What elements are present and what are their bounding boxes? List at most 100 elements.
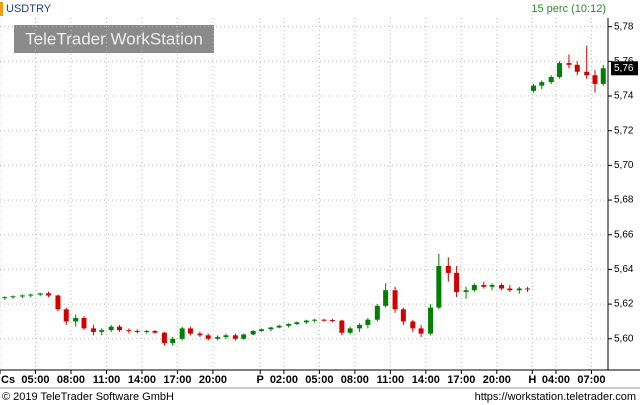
last-price-label: 5,76 [614,63,634,74]
candle-body [471,285,477,291]
candle-body [161,332,167,344]
candle-body [566,63,572,65]
candle-body [126,330,132,332]
candle-body [400,309,406,322]
x-tick-label: 20:00 [483,374,511,386]
candle-body [144,330,150,332]
candle-body [108,326,114,331]
x-tick-label: 14:00 [128,374,156,386]
y-tick-label: 5,74 [614,91,634,102]
x-tick-label: 05:00 [305,374,333,386]
candle-body [215,337,221,339]
candle-body [539,82,545,86]
x-tick-label: P [257,374,264,386]
series-marker [0,2,3,16]
candle-body [134,330,140,332]
candle-body [250,330,256,335]
candle-body [223,335,229,338]
candle-body [28,294,34,296]
y-tick-label: 5,70 [614,160,634,171]
x-tick-label: 02:00 [270,374,298,386]
candle-body [321,319,327,321]
candle-body [268,327,274,330]
candle-body [436,265,442,308]
candle-body [55,295,61,310]
x-tick-label: 17:00 [447,374,475,386]
candle-body [339,320,345,333]
candle-body [481,285,487,287]
candle-body [197,333,203,336]
candle-body [548,76,554,83]
candle-body [463,290,469,292]
candle-body [10,296,16,298]
candle-body [347,328,353,333]
y-tick-label: 5,60 [614,333,634,344]
candle-body [329,320,335,322]
update-info: 15 perc (10:12) [531,3,606,15]
copyright: © 2019 TeleTrader Software GmbH [2,391,174,403]
url: https://workstation.teletrader.com [475,391,636,403]
candle-body [45,293,51,296]
x-tick-label: 08:00 [57,374,85,386]
candle-body [241,334,247,339]
x-tick-label: 05:00 [21,374,49,386]
candle-body [81,317,87,329]
candle-body [557,63,563,77]
candle-body [584,71,590,76]
last-price-box [611,61,638,76]
candle-body [600,68,606,84]
symbol: USDTRY [6,3,52,15]
candle-body [286,324,292,326]
candle-body [294,322,300,325]
x-tick-label: 20:00 [199,374,227,386]
candle-body [525,288,531,290]
candle-body [357,324,363,329]
candle-body [99,330,105,332]
x-tick-label: 08:00 [341,374,369,386]
candle-body [152,330,158,333]
x-tick-label: 14:00 [412,374,440,386]
watermark: TeleTrader WorkStation [25,29,203,48]
candle-body [445,265,451,273]
candle-body [574,64,580,72]
candle-body [187,328,193,334]
y-tick-label: 5,78 [614,21,634,32]
candle-body [428,307,434,334]
candle-body [499,285,505,289]
y-tick-label: 5,62 [614,299,634,310]
y-tick-label: 5,66 [614,229,634,240]
x-tick-label: Cs [1,374,15,386]
candle-body [170,338,176,344]
candle-body [73,317,79,322]
candle-body [258,329,264,331]
watermark-box [14,25,214,53]
x-tick-label: 07:00 [577,374,605,386]
x-tick-label: 11:00 [93,374,121,386]
candle-body [516,288,522,291]
candle-body [374,305,380,320]
candle-body [530,85,536,91]
candle-body [37,293,43,295]
candle-body [179,328,185,339]
candle-body [303,320,309,323]
candle-body [507,288,513,291]
candle-body [205,335,211,339]
candle-body [383,290,389,306]
candle-body [489,285,495,287]
x-tick-label: 17:00 [163,374,191,386]
candle-body [276,325,282,328]
candle-body [312,319,318,321]
candle-body [19,295,25,297]
candle-body [90,328,96,332]
y-tick-label: 5,68 [614,195,634,206]
x-tick-label: 04:00 [542,374,570,386]
candle-body [592,75,598,84]
candle-body [2,297,8,299]
candle-body [454,272,460,292]
candle-body [63,309,69,322]
y-tick-label: 5,64 [614,264,634,275]
candle-body [232,335,238,339]
y-tick-label: 5,72 [614,125,634,136]
